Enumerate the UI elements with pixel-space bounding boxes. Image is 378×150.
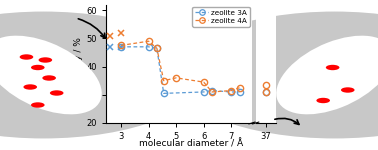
Legend: zeolite 3A, zeolite 4A: zeolite 3A, zeolite 4A: [192, 7, 250, 27]
Y-axis label: porosity / %: porosity / %: [74, 37, 84, 91]
Text: molecular diameter / Å: molecular diameter / Å: [139, 139, 243, 148]
